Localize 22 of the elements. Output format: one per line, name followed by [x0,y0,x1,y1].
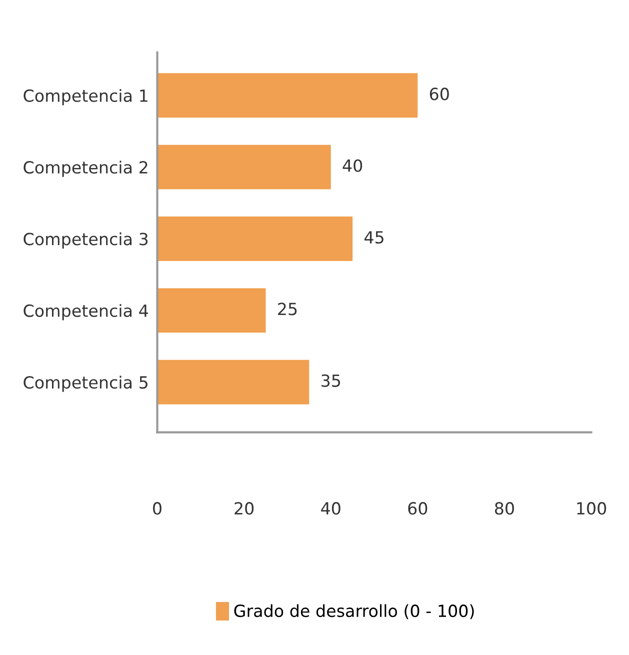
x-tick-label: 100 [577,502,606,515]
bar [157,288,266,333]
bar [157,216,353,261]
y-tick-label: Competencia 2 [24,160,148,177]
data-label: 35 [322,374,340,387]
x-tick-label: 80 [494,502,514,515]
bar [157,73,418,118]
legend-label: Grado de desarrollo (0 - 100) [234,604,474,620]
y-tick-label: Competencia 3 [24,232,148,249]
bar [157,360,310,404]
data-label: 60 [430,88,449,100]
x-tick-label: 60 [408,502,428,515]
bar [157,144,331,190]
data-label: 40 [342,159,362,172]
x-tick-label: 40 [321,502,340,515]
y-tick-label: Competencia 5 [24,376,148,392]
data-label: 25 [278,302,297,316]
y-tick-label: Competencia 1 [24,89,148,106]
x-tick-label: 20 [234,502,254,515]
data-label: 45 [364,231,384,244]
x-tick-label: 0 [153,502,162,515]
y-tick-label: Competencia 4 [24,304,148,320]
